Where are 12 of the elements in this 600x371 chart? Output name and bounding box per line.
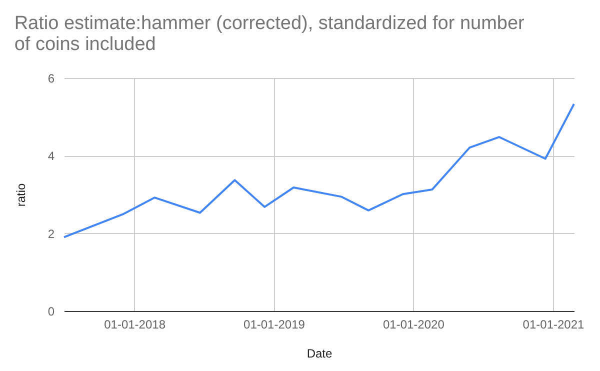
x-tick-label: 01-01-2021 (522, 318, 584, 332)
line-series (63, 103, 575, 238)
y-tick-label: 4 (48, 149, 55, 164)
y-tick-label: 0 (48, 304, 55, 318)
x-tick-label: 01-01-2019 (244, 318, 306, 332)
x-tick-label: 01-01-2018 (104, 318, 166, 332)
y-tick-label: 2 (48, 226, 55, 241)
y-tick-label: 6 (48, 72, 55, 86)
x-axis-title: Date (306, 346, 332, 360)
x-tick-label: 01-01-2020 (382, 318, 445, 332)
chart-title: Ratio estimate:hammer (corrected), standardized for number of coins included (14, 13, 526, 55)
y-axis-title: ratio (14, 183, 28, 207)
